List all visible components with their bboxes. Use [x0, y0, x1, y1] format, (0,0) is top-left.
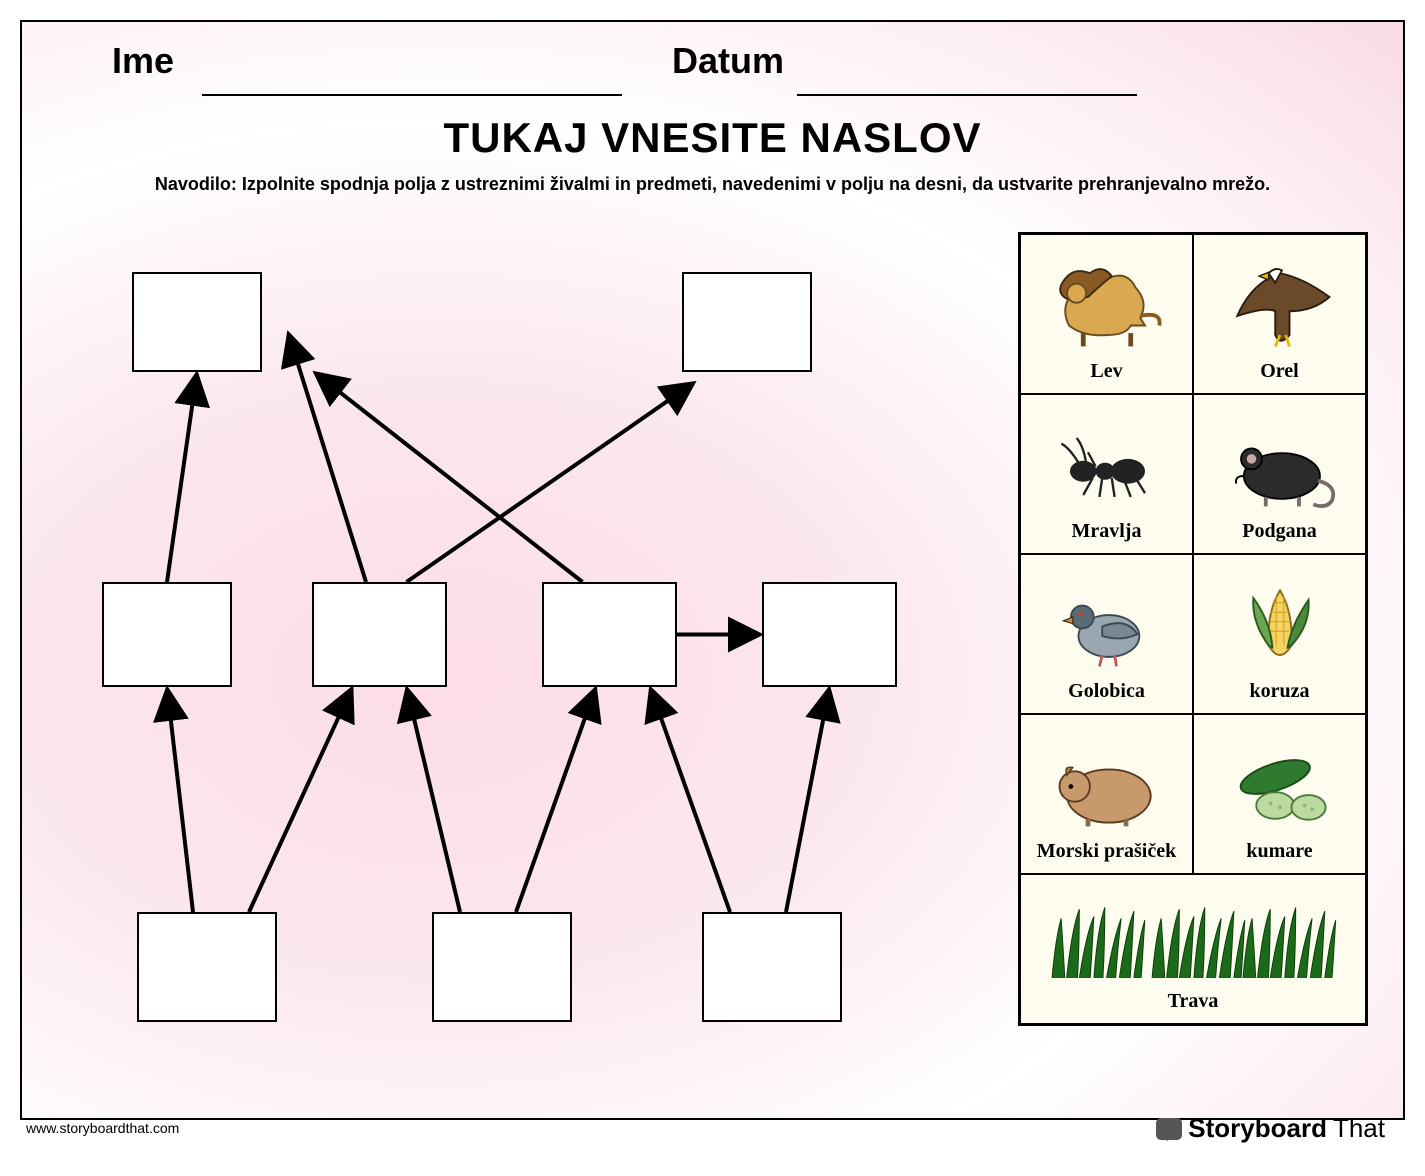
corn-icon [1220, 579, 1340, 674]
name-line [202, 94, 622, 96]
legend-item-ant[interactable]: Mravlja [1020, 394, 1193, 554]
legend-row: Trava [1020, 874, 1366, 1024]
legend-item-eagle[interactable]: Orel [1193, 234, 1366, 394]
foodweb-canvas [62, 232, 992, 1072]
arrow [407, 388, 687, 582]
foodweb-box[interactable] [702, 912, 842, 1022]
footer-brand: StoryboardThat [1156, 1113, 1385, 1144]
legend-row: Mravlja Podgana [1020, 394, 1366, 554]
gp-icon [1047, 739, 1167, 834]
header: Ime Datum [22, 40, 1403, 110]
worksheet-sheet: Ime Datum TUKAJ VNESITE NASLOV Navodilo:… [20, 20, 1405, 1120]
arrow [786, 697, 828, 912]
foodweb-box[interactable] [542, 582, 677, 687]
legend-label: Golobica [1068, 680, 1145, 703]
instruction-text: Navodilo: Izpolnite spodnja polja z ustr… [22, 174, 1403, 195]
legend-label: Morski prašiček [1037, 840, 1176, 863]
legend-label: kumare [1246, 840, 1312, 863]
foodweb-box[interactable] [682, 272, 812, 372]
page-title: TUKAJ VNESITE NASLOV [22, 114, 1403, 162]
arrow [249, 696, 348, 912]
legend-row: Golobica koruza [1020, 554, 1366, 714]
legend-label: Mravlja [1072, 520, 1142, 543]
legend-item-grass[interactable]: Trava [1020, 874, 1366, 1024]
rat-icon [1220, 419, 1340, 514]
arrow [291, 342, 366, 582]
foodweb-box[interactable] [132, 272, 262, 372]
legend-item-gp[interactable]: Morski prašiček [1020, 714, 1193, 874]
arrow [167, 382, 196, 582]
date-line [797, 94, 1137, 96]
legend-label: Lev [1090, 360, 1122, 383]
arrow [322, 378, 583, 582]
arrow [409, 697, 460, 912]
pigeon-icon [1047, 579, 1167, 674]
lion-icon [1047, 259, 1167, 354]
foodweb-box[interactable] [762, 582, 897, 687]
foodweb-box[interactable] [312, 582, 447, 687]
legend-label: koruza [1250, 680, 1310, 703]
legend-row: Lev Orel [1020, 234, 1366, 394]
foodweb-box[interactable] [137, 912, 277, 1022]
arrow [653, 696, 730, 912]
arrow [168, 697, 193, 912]
legend-item-lion[interactable]: Lev [1020, 234, 1193, 394]
ant-icon [1047, 419, 1167, 514]
legend-item-pigeon[interactable]: Golobica [1020, 554, 1193, 714]
foodweb-box[interactable] [432, 912, 572, 1022]
legend-panel: Lev Orel Mravlja Podgana Golobica koruza Morsk… [1018, 232, 1368, 1026]
legend-row: Morski prašiček kumare [1020, 714, 1366, 874]
legend-label: Trava [1168, 990, 1219, 1013]
legend-label: Podgana [1242, 520, 1316, 543]
foodweb-box[interactable] [102, 582, 232, 687]
arrow [516, 696, 593, 912]
legend-item-rat[interactable]: Podgana [1193, 394, 1366, 554]
legend-item-corn[interactable]: koruza [1193, 554, 1366, 714]
grass-icon [1043, 889, 1343, 984]
brand-part1: Storyboard [1188, 1113, 1327, 1144]
eagle-icon [1220, 259, 1340, 354]
name-label: Ime [112, 40, 174, 82]
cuc-icon [1220, 739, 1340, 834]
speech-bubble-icon [1156, 1118, 1182, 1140]
footer-url: www.storyboardthat.com [26, 1120, 179, 1136]
legend-item-cuc[interactable]: kumare [1193, 714, 1366, 874]
brand-part2: That [1333, 1113, 1385, 1144]
date-label: Datum [672, 40, 784, 82]
legend-label: Orel [1260, 360, 1299, 383]
